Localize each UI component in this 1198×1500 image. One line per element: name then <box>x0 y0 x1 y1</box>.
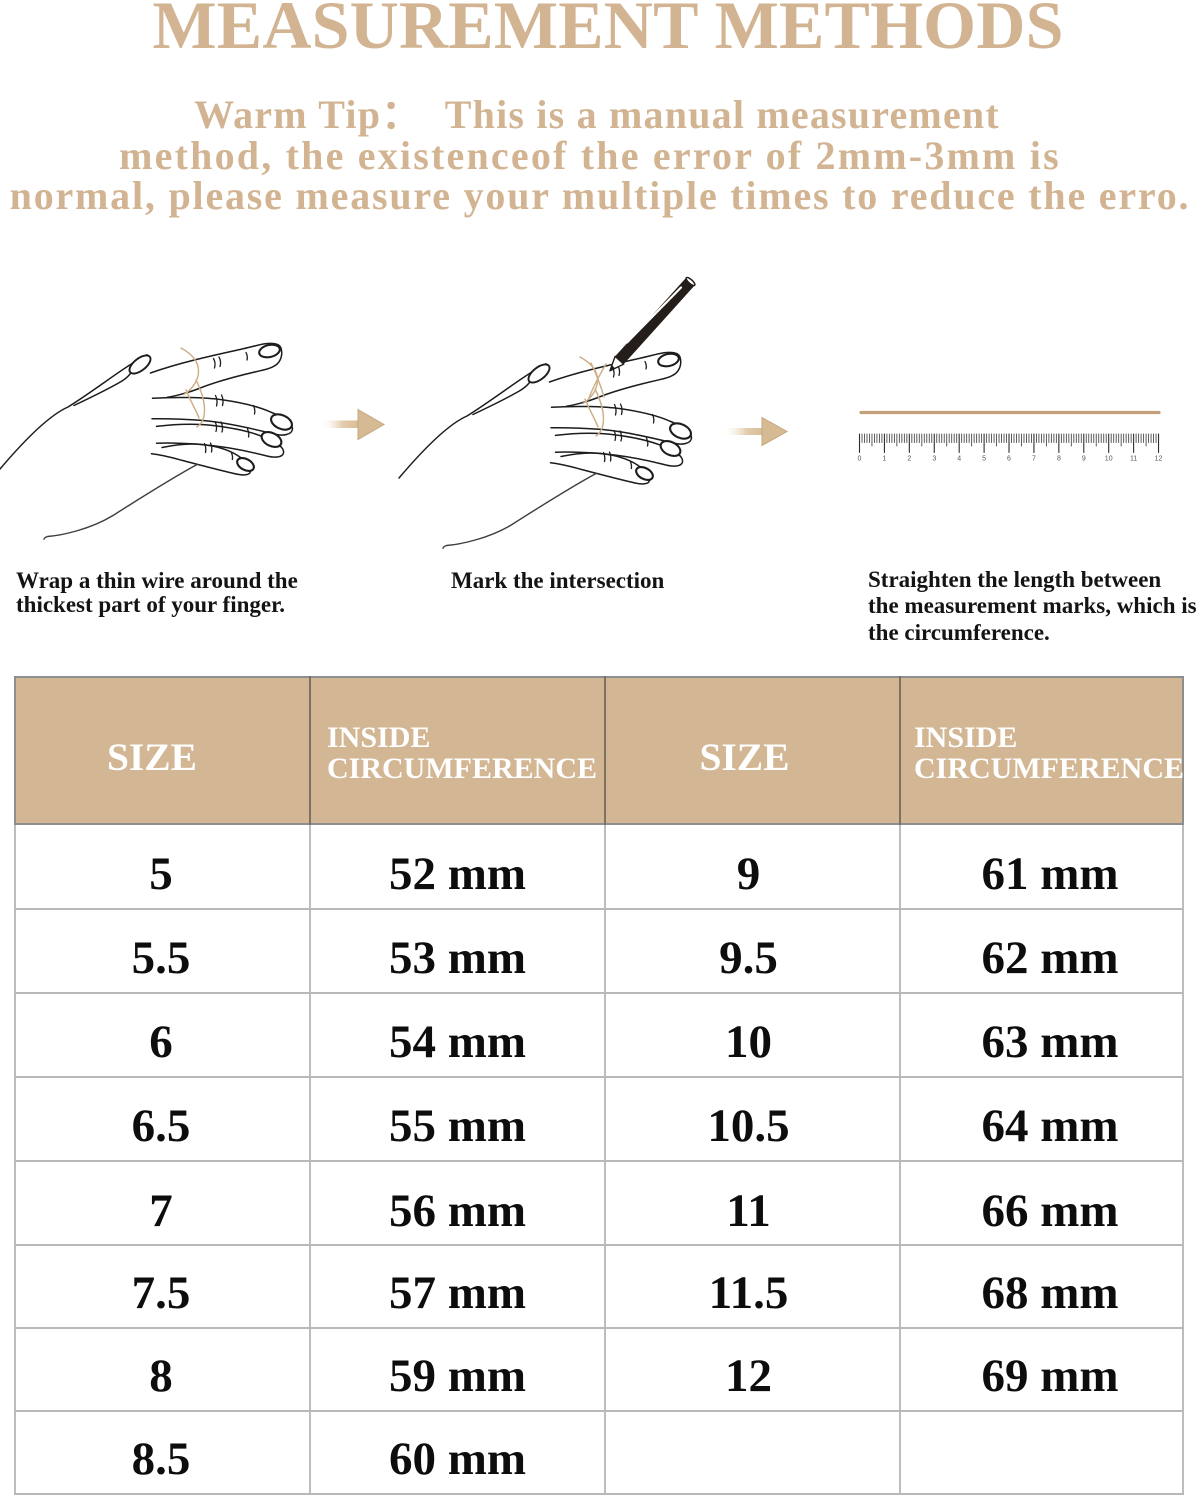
svg-text:8: 8 <box>1057 456 1061 463</box>
svg-text:0: 0 <box>858 456 862 463</box>
svg-text:11: 11 <box>1130 456 1137 463</box>
svg-text:2: 2 <box>907 456 911 463</box>
svg-text:10: 10 <box>1105 456 1113 463</box>
svg-text:5: 5 <box>982 456 986 463</box>
svg-text:6: 6 <box>1007 456 1011 463</box>
svg-text:7: 7 <box>1032 456 1036 463</box>
svg-text:12: 12 <box>1155 456 1163 463</box>
svg-text:1: 1 <box>882 456 886 463</box>
svg-text:9: 9 <box>1082 456 1086 463</box>
svg-text:3: 3 <box>932 456 936 463</box>
svg-text:4: 4 <box>957 456 961 463</box>
